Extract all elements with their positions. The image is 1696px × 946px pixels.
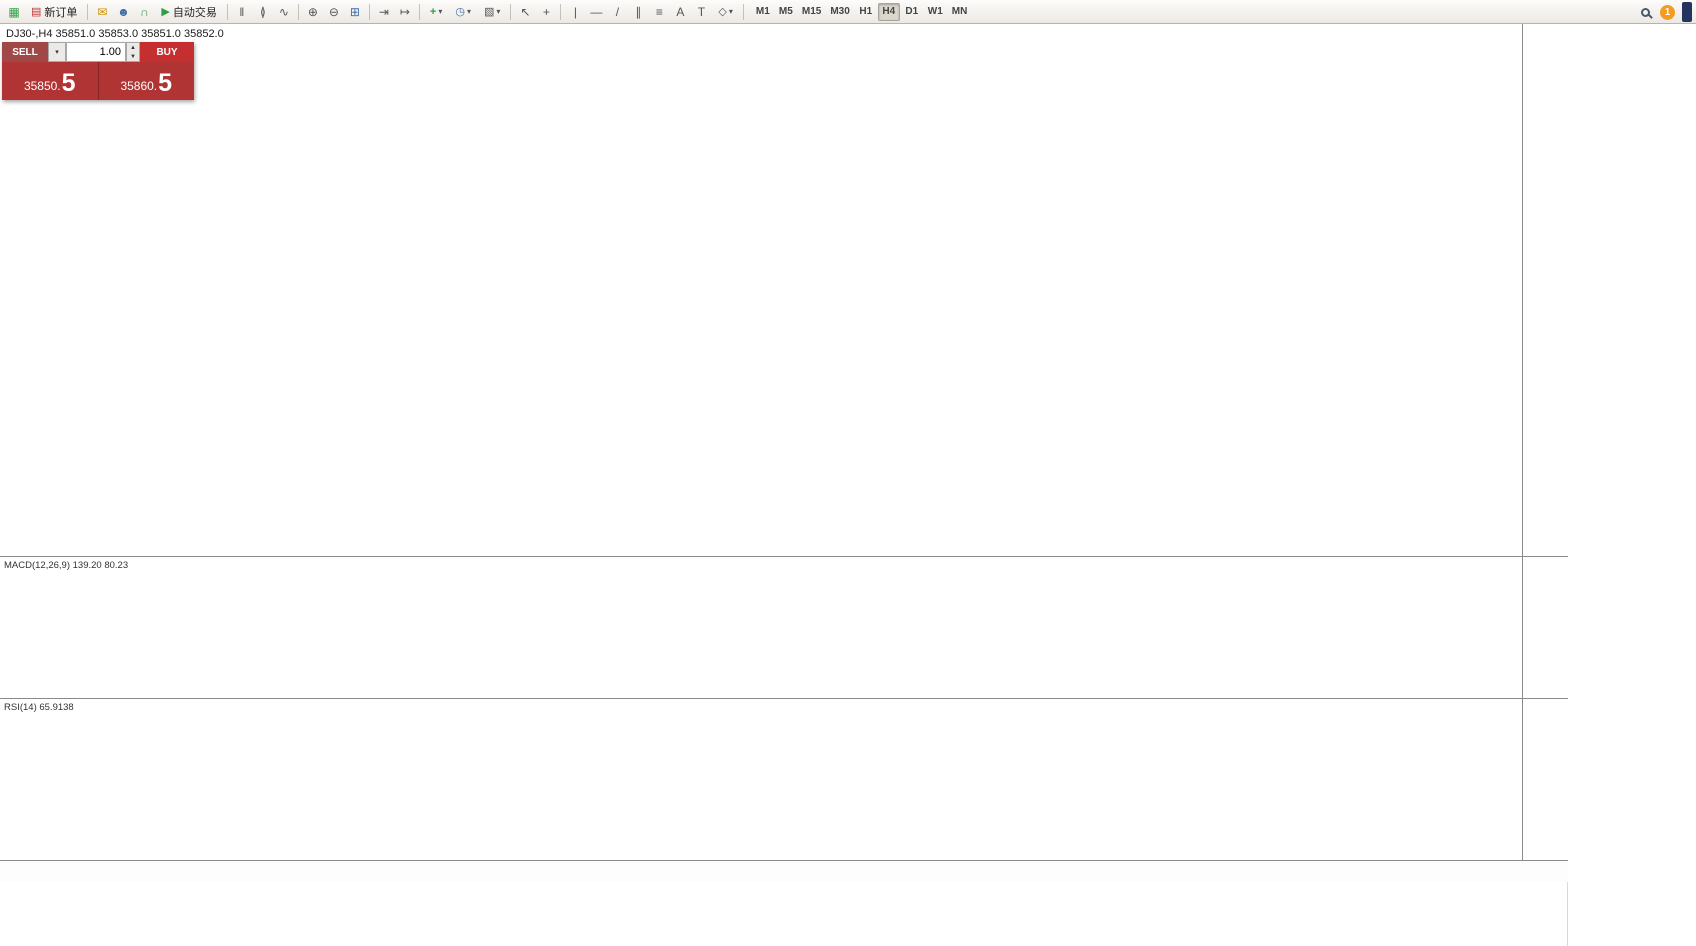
text-label-icon[interactable]: T — [697, 4, 706, 19]
toolbar-separator — [226, 3, 228, 20]
rsi-panel: RSI(14) 65.9138 — [0, 698, 1568, 860]
new-order-button[interactable]: ▤ 新订单 — [25, 2, 83, 22]
volume-stepper[interactable]: ▲ ▼ — [126, 42, 140, 62]
macd-panel: MACD(12,26,9) 139.20 80.23 — [0, 556, 1568, 698]
news-icon[interactable]: ✉ — [97, 4, 108, 19]
trendline-icon[interactable]: / — [615, 4, 620, 19]
buy-price-big-digit: 5 — [158, 69, 173, 97]
timeframe-button-M1[interactable]: M1 — [755, 6, 770, 17]
buy-price-main: 35860. — [120, 79, 158, 93]
timeframe-button-MN[interactable]: MN — [951, 6, 968, 17]
rsi-axis[interactable] — [1522, 699, 1568, 860]
rsi-canvas[interactable] — [0, 699, 1522, 860]
notification-badge[interactable]: 1 — [1660, 4, 1675, 20]
macd-plot[interactable]: MACD(12,26,9) 139.20 80.23 — [0, 557, 1522, 698]
sell-price-main: 35850. — [23, 79, 61, 93]
timeframe-button-W1[interactable]: W1 — [927, 6, 943, 17]
horizontal-line-icon[interactable]: — — [590, 4, 603, 19]
auto-scroll-icon[interactable]: ↦ — [399, 4, 410, 19]
toolbar-separator — [742, 3, 744, 20]
auto-trading-icon: ▶ — [161, 6, 170, 18]
toolbar: ▦ ▤ 新订单 ✉ ☻ ∩ ▶ 自动交易 ‖ ≬ ∿ ⊕ ⊖ ⊞ ⇥ ↦ + ▾… — [0, 0, 1696, 24]
timeframe-button-M15[interactable]: M15 — [801, 6, 822, 17]
channel-icon[interactable]: ∥ — [635, 4, 642, 19]
line-chart-icon[interactable]: ∿ — [278, 4, 289, 19]
chevron-down-icon: ▾ — [728, 7, 733, 16]
toolbar-separator — [87, 3, 89, 20]
volume-input[interactable] — [66, 42, 126, 62]
chevron-down-icon: ▾ — [496, 7, 501, 16]
timeframe-button-H1[interactable]: H1 — [859, 6, 873, 17]
add-indicator-button[interactable]: + ▾ — [424, 2, 448, 22]
vertical-line-icon[interactable]: | — [573, 4, 577, 19]
new-chart-glyph: ▦ — [8, 4, 20, 19]
chart-window: DJ30-,H4 35851.0 35853.0 35851.0 35852.0… — [0, 24, 1568, 946]
rsi-plot[interactable]: RSI(14) 65.9138 — [0, 699, 1522, 860]
add-indicator-icon: + — [429, 5, 437, 18]
time-axis[interactable] — [0, 860, 1568, 882]
chevron-down-icon: ▾ — [438, 7, 443, 16]
buy-price-display[interactable]: 35860. 5 — [98, 62, 194, 100]
timeframe-button-D1[interactable]: D1 — [905, 6, 919, 17]
sell-button[interactable]: SELL — [2, 42, 48, 62]
tile-windows-icon[interactable]: ⊞ — [349, 4, 360, 19]
toolbar-separator — [560, 3, 562, 20]
buy-button[interactable]: BUY — [140, 42, 194, 62]
accounts-icon[interactable]: ☻ — [117, 4, 130, 19]
templates-icon: ▧ — [483, 6, 495, 18]
new-order-label: 新订单 — [44, 6, 78, 19]
candlestick-chart-icon[interactable]: ≬ — [260, 4, 266, 19]
search-icon[interactable] — [1641, 7, 1650, 17]
zoom-out-icon[interactable]: ⊖ — [328, 4, 339, 19]
shapes-button[interactable]: ◇ ▾ — [712, 2, 738, 22]
fibonacci-icon[interactable]: ≡ — [655, 4, 663, 19]
trade-panel-prices: 35850. 5 35860. 5 — [2, 62, 194, 100]
price-axis[interactable] — [1522, 24, 1568, 556]
macd-canvas[interactable] — [0, 557, 1522, 698]
toolbar-separator — [510, 3, 512, 20]
sell-price-display[interactable]: 35850. 5 — [2, 62, 99, 100]
timeframe-button-H4[interactable]: H4 — [877, 2, 900, 21]
crosshair-icon[interactable]: + — [542, 4, 550, 19]
timeframe-button-M5[interactable]: M5 — [778, 6, 793, 17]
new-order-icon: ▤ — [31, 6, 42, 18]
side-panel-handle[interactable] — [1682, 2, 1692, 22]
chart-symbol-info: DJ30-,H4 35851.0 35853.0 35851.0 35852.0 — [6, 28, 224, 40]
text-icon[interactable]: A — [676, 4, 685, 19]
macd-axis[interactable] — [1522, 557, 1568, 698]
main-chart-row: DJ30-,H4 35851.0 35853.0 35851.0 35852.0… — [0, 24, 1568, 556]
main-chart[interactable]: DJ30-,H4 35851.0 35853.0 35851.0 35852.0… — [0, 24, 1522, 556]
cursor-icon[interactable]: ↖ — [520, 4, 531, 19]
toolbar-separator — [297, 3, 299, 20]
periods-button[interactable]: ◷ ▾ — [449, 2, 477, 22]
macd-label: MACD(12,26,9) 139.20 80.23 — [4, 560, 129, 571]
rsi-label: RSI(14) 65.9138 — [4, 702, 74, 713]
one-click-trade-panel: SELL ▾ ▲▼ BUY 35850.5 35860.5 — [2, 42, 194, 100]
order-type-dropdown[interactable]: ▾ — [48, 42, 66, 62]
sell-price-big-digit: 5 — [61, 69, 76, 97]
auto-trading-button[interactable]: ▶ 自动交易 — [155, 2, 222, 22]
support-icon[interactable]: ∩ — [140, 4, 149, 19]
shapes-icon: ◇ — [718, 6, 727, 18]
toolbar-separator — [418, 3, 420, 20]
templates-button[interactable]: ▧ ▾ — [478, 2, 506, 22]
bar-chart-icon[interactable]: ‖ — [239, 4, 245, 19]
timeframe-button-M30[interactable]: M30 — [830, 6, 850, 17]
auto-trading-label: 自动交易 — [172, 6, 217, 19]
trade-panel-controls: SELL ▾ ▲▼ BUY — [2, 42, 194, 62]
zoom-in-icon[interactable]: ⊕ — [307, 4, 318, 19]
toolbar-right: 1 — [1641, 0, 1692, 24]
main-chart-canvas[interactable] — [0, 24, 1522, 556]
workspace: DJ30-,H4 35851.0 35853.0 35851.0 35852.0… — [0, 24, 1696, 946]
shift-end-icon[interactable]: ⇥ — [378, 4, 389, 19]
toolbar-separator — [368, 3, 370, 20]
new-chart-icon[interactable]: ▦ — [4, 2, 24, 22]
periods-icon: ◷ — [455, 6, 465, 18]
chevron-down-icon: ▾ — [466, 7, 471, 16]
timeframe-bar: M1 M5 M15 M30 H1 H4 D1 W1 MN — [752, 2, 971, 21]
